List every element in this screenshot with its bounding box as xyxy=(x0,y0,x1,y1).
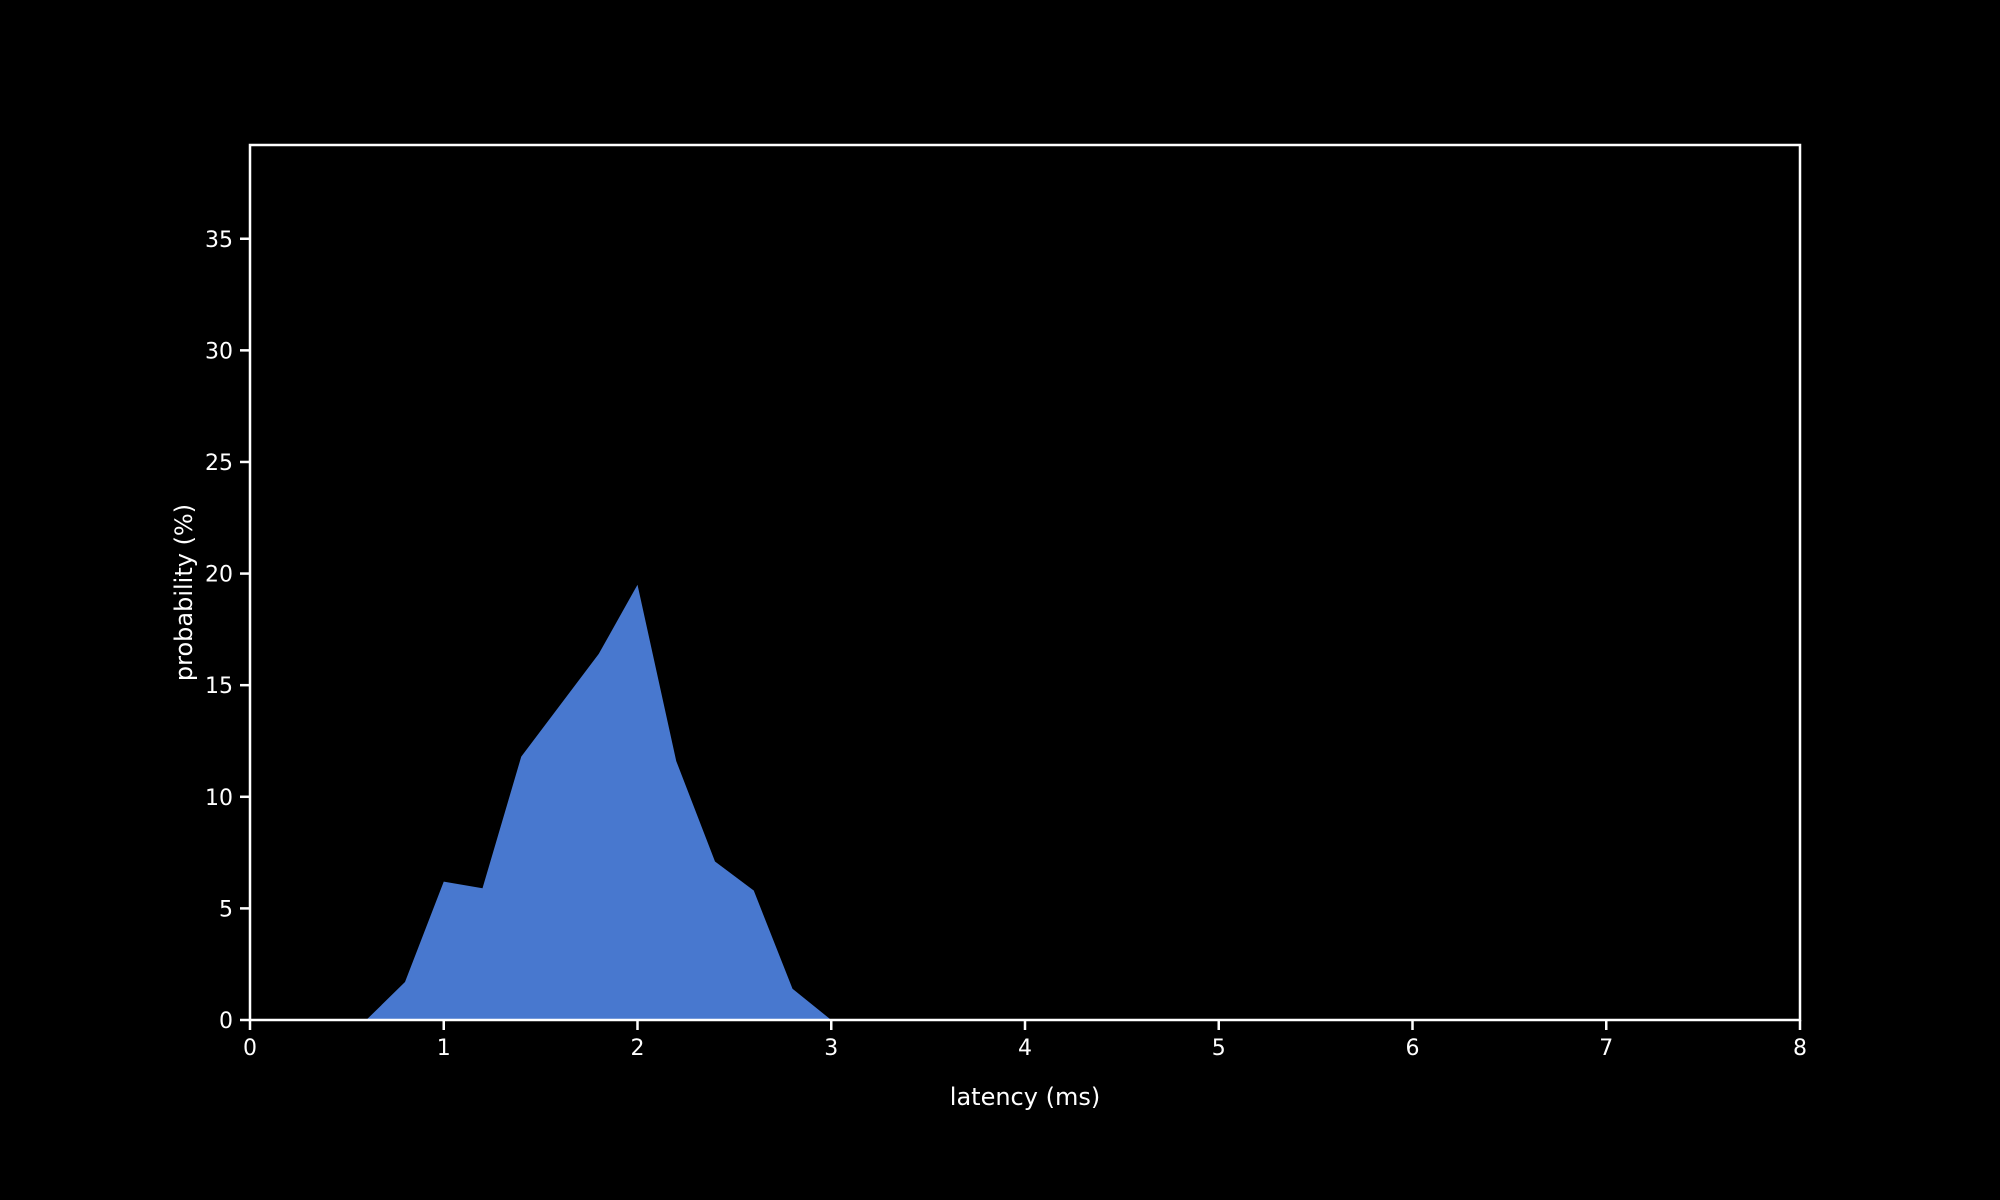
x-axis-label: latency (ms) xyxy=(950,1083,1100,1111)
y-tick-label: 30 xyxy=(205,339,233,364)
x-tick-label: 2 xyxy=(631,1036,645,1061)
area-series-0 xyxy=(366,584,832,1020)
x-tick-label: 6 xyxy=(1406,1036,1420,1061)
y-tick-label: 10 xyxy=(205,786,233,811)
y-tick-label: 35 xyxy=(205,228,233,253)
x-tick-label: 5 xyxy=(1212,1036,1226,1061)
x-axis: 0 1 2 3 4 5 6 7 8 xyxy=(243,1020,1807,1061)
y-tick-label: 20 xyxy=(205,563,233,588)
series-layer xyxy=(366,584,832,1020)
y-axis: 0 5 10 15 20 25 30 35 xyxy=(205,228,250,1034)
x-tick-label: 0 xyxy=(243,1036,257,1061)
x-tick-label: 4 xyxy=(1018,1036,1032,1061)
y-tick-label: 15 xyxy=(205,674,233,699)
x-tick-label: 3 xyxy=(824,1036,838,1061)
x-tick-label: 1 xyxy=(437,1036,451,1061)
y-axis-label: probability (%) xyxy=(170,504,198,681)
y-tick-label: 0 xyxy=(219,1009,233,1034)
y-tick-label: 25 xyxy=(205,451,233,476)
x-tick-label: 8 xyxy=(1793,1036,1807,1061)
x-tick-label: 7 xyxy=(1599,1036,1613,1061)
y-tick-label: 5 xyxy=(219,897,233,922)
